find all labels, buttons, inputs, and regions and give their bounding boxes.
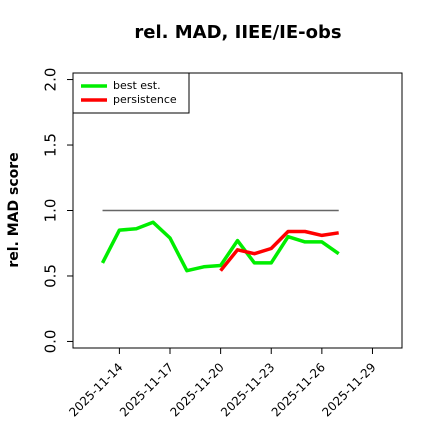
chart-title: rel. MAD, IIEE/IE-obs: [134, 22, 341, 43]
y-tick-label: 0.5: [42, 264, 60, 288]
y-tick-label: 0.0: [42, 330, 60, 354]
x-tick-label: 2025-11-29: [319, 360, 378, 419]
y-tick-label: 2.0: [42, 68, 60, 92]
legend-label: best est.: [113, 79, 161, 92]
legend-label: persistence: [113, 93, 177, 106]
y-tick-label: 1.0: [42, 199, 60, 223]
y-axis-label: rel. MAD score: [6, 152, 22, 267]
series-line: [219, 229, 339, 272]
legend-box: [72, 72, 190, 114]
series-line: [100, 220, 340, 273]
y-tick-label: 1.5: [42, 133, 60, 157]
